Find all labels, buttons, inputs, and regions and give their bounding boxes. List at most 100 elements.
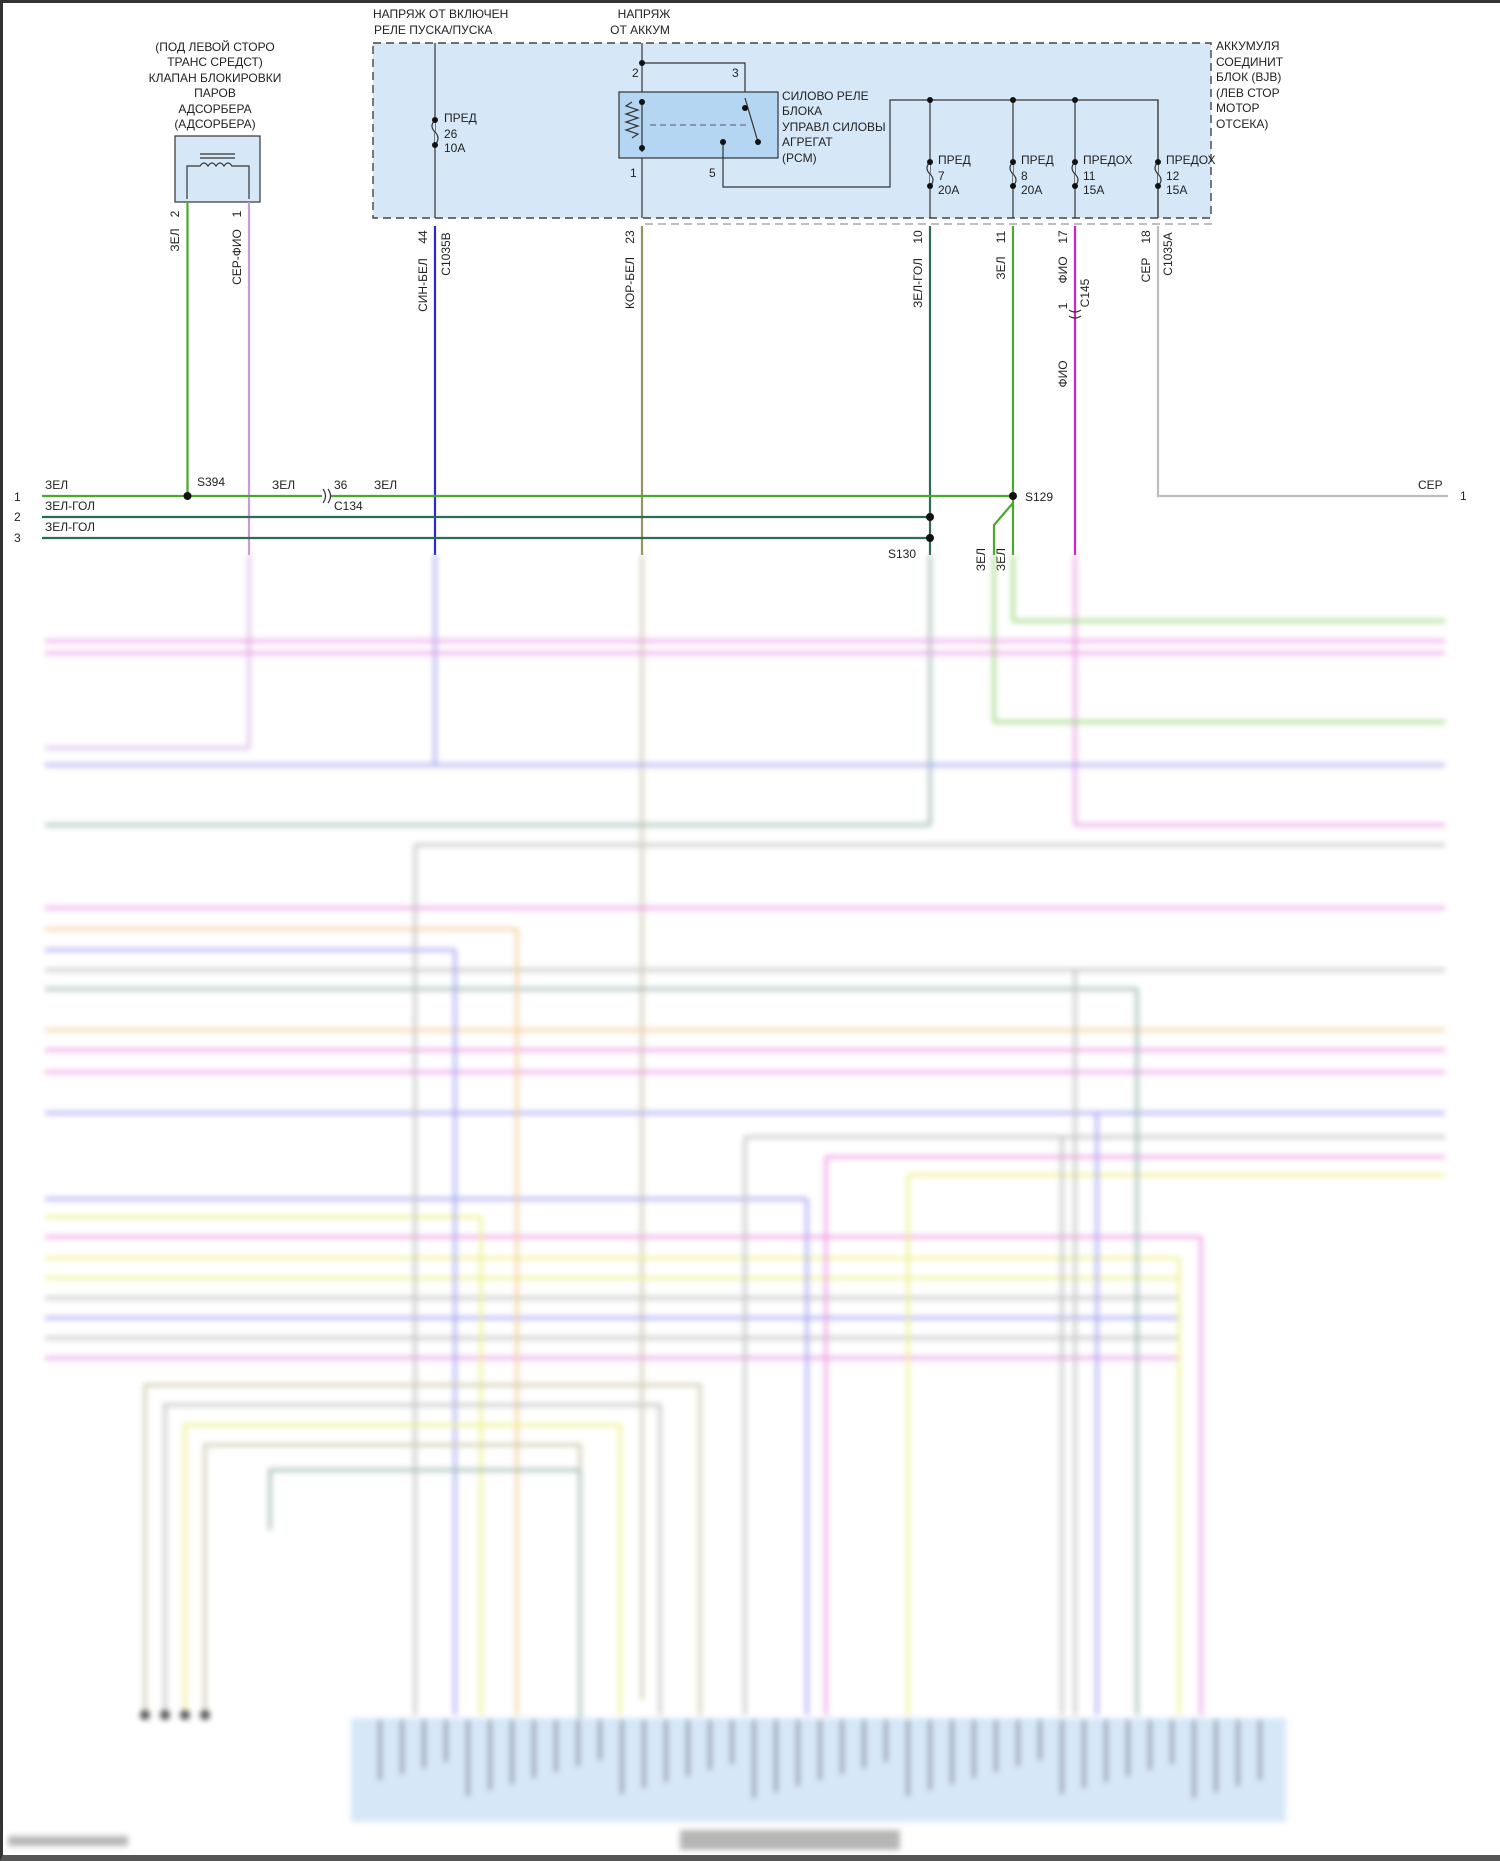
label-line: АККУМУЛЯ (1216, 39, 1280, 53)
fuse-icon (1154, 161, 1162, 187)
fuse-icon (1071, 161, 1079, 187)
upper-wires (42, 202, 1448, 555)
pin-number: 1 (1056, 302, 1070, 309)
label-line: МОТОР (1216, 101, 1259, 115)
canister-valve-label: (ПОД ЛЕВОЙ СТОРО ТРАНС СРЕДСТ) КЛАПАН БЛ… (149, 39, 282, 131)
relay-pin: 3 (732, 66, 739, 80)
wire-label: КОР-БЕЛ (623, 257, 637, 309)
fuse-icon (926, 161, 934, 187)
wire-ser (1156, 226, 1448, 498)
pin-number: 11 (994, 230, 1008, 243)
relay-switch-icon (744, 97, 759, 143)
bjb-label: АККУМУЛЯ СОЕДИНИТ БЛОК (BJB) (ЛЕВ СТОР М… (1216, 39, 1284, 131)
label-line: КЛАПАН БЛОКИРОВКИ (149, 71, 282, 85)
fuse-name: ПРЕД (1021, 153, 1054, 167)
pcm-module-box (351, 1718, 1286, 1822)
c134-pin: 36 (334, 478, 348, 492)
relay-pin: 5 (709, 166, 716, 180)
label-line: УПРАВЛ СИЛОВЫ (782, 120, 886, 134)
label-line: ПАРОВ (194, 86, 236, 100)
label-line: АДСОРБЕРА (178, 102, 251, 116)
ignition-feed-line1: НАПРЯЖ ОТ ВКЛЮЧЕН (373, 7, 508, 21)
wire-label: ЗЕЛ (994, 256, 1008, 279)
c145-connector-icon (1068, 309, 1082, 319)
splice-s130-label: S130 (888, 547, 916, 561)
splice-s130-dot (926, 513, 934, 521)
c134-connector-icon (322, 488, 332, 504)
label-line: СОЕДИНИТ (1216, 55, 1284, 69)
wire-label: ФИО (1056, 256, 1070, 283)
fuse-name: ПРЕД (444, 111, 477, 125)
solenoid-coil-icon (186, 153, 250, 199)
row-number: 1 (14, 490, 21, 504)
wire-label-ser-fio: СЕР-ФИО (230, 229, 244, 285)
splice-s394-dot (183, 492, 192, 500)
bjb-output-labels: 44 СИН-БЕЛ C1035B 23 КОР-БЕЛ 10 ЗЕЛ-ГОЛ … (416, 230, 1175, 388)
wire-label: ЗЕЛ (994, 548, 1008, 571)
right-exit-number: 1 (1460, 489, 1467, 503)
relay-pin: 2 (632, 66, 639, 80)
wire-label: СЕР (1139, 258, 1153, 283)
fuse-rating: 15A (1166, 183, 1187, 197)
pin-number: 1 (230, 210, 244, 217)
bus-node (1010, 97, 1016, 103)
fuse-number: 12 (1166, 169, 1180, 183)
label-line: (ПОД ЛЕВОЙ СТОРО (155, 39, 274, 54)
label-line: БЛОКА (782, 104, 822, 118)
relay-label: СИЛОВО РЕЛЕ БЛОКА УПРАВЛ СИЛОВЫ АГРЕГАТ … (782, 89, 886, 165)
canister-valve-box (174, 135, 261, 203)
wire-label: СИН-БЕЛ (416, 258, 430, 312)
pin-number: 2 (168, 210, 182, 217)
pin-number: 44 (416, 230, 430, 244)
fuse-rating: 20A (1021, 183, 1042, 197)
label-line: (ЛЕВ СТОР (1216, 86, 1280, 100)
label-line: (АДСОРБЕРА) (174, 117, 255, 131)
row-wire-label: ЗЕЛ (45, 478, 68, 492)
splice-s130-dot (926, 534, 934, 542)
fuse-rating: 15A (1083, 183, 1104, 197)
fuse-name: ПРЕДОХ (1166, 153, 1216, 167)
relay-pin: 1 (630, 166, 637, 180)
splice-s129-label: S129 (1025, 490, 1053, 504)
fuse-rating: 20A (938, 183, 959, 197)
label-line: БЛОК (BJB) (1216, 70, 1281, 84)
wire-label: ЗЕЛ (374, 478, 397, 492)
fuse-icon (1009, 161, 1017, 187)
pin-number: 23 (623, 230, 637, 244)
pcm-power-relay (618, 43, 1159, 218)
wire-label: ЗЕЛ-ГОЛ (911, 258, 925, 308)
bus-node (927, 97, 933, 103)
s129-branch (992, 502, 1014, 555)
fuse-number: 11 (1083, 169, 1096, 183)
fuse-number: 26 (444, 127, 458, 141)
label-line: АГРЕГАТ (782, 135, 833, 149)
row-wire-label: ЗЕЛ-ГОЛ (45, 520, 95, 534)
blurred-lower-diagram (8, 555, 1445, 1850)
relay-coil-icon (624, 100, 643, 152)
label-line: ОТСЕКА) (1216, 117, 1268, 131)
fuse-rating: 10A (444, 141, 465, 155)
bus-node (1072, 97, 1078, 103)
pin-number: 10 (911, 230, 925, 244)
label-line: СИЛОВО РЕЛЕ (782, 89, 869, 103)
connector-label: C145 (1078, 278, 1092, 307)
ignition-feed-line2: РЕЛЕ ПУСКА/ПУСКА (374, 23, 492, 37)
wire-label-zel: ЗЕЛ (168, 228, 182, 251)
wire-label: ЗЕЛ (974, 548, 988, 571)
pin-number: 18 (1139, 230, 1153, 244)
row-number: 2 (14, 510, 21, 524)
label-line: (PCM) (782, 151, 817, 165)
row-number: 3 (14, 531, 21, 545)
right-exit-wire-label: СЕР (1418, 478, 1443, 492)
row-wire-label: ЗЕЛ-ГОЛ (45, 499, 95, 513)
wire-label: ФИО (1056, 360, 1070, 387)
pin-number: 17 (1056, 230, 1070, 244)
connector-label: C1035A (1161, 232, 1175, 275)
connector-label: C1035B (439, 232, 453, 275)
label-line: ТРАНС СРЕДСТ) (167, 55, 263, 69)
fuse-icon (431, 119, 439, 146)
fuse-name: ПРЕД (938, 153, 971, 167)
